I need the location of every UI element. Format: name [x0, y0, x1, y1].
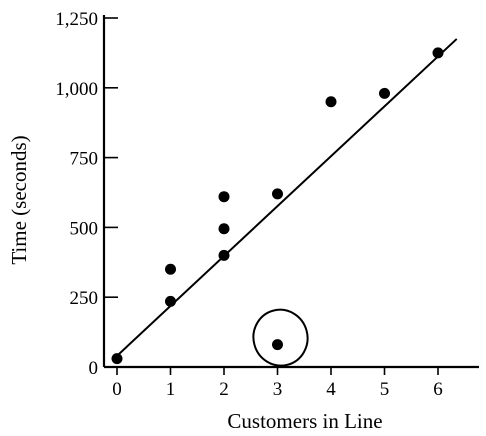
data-point	[218, 249, 230, 261]
data-point	[325, 96, 337, 108]
data-point	[272, 339, 283, 351]
trend-line-group	[116, 38, 458, 357]
y-tick-label-1000: 1,000	[55, 79, 98, 100]
axes	[102, 15, 479, 369]
data-point	[111, 353, 123, 365]
y-tick-label-250: 250	[70, 288, 99, 309]
trend-line	[116, 38, 458, 357]
x-axis-title: Customers in Line	[227, 409, 382, 433]
y-tick-label-500: 500	[70, 218, 99, 239]
data-point	[218, 191, 230, 203]
highlight-circle	[252, 308, 309, 367]
y-tick-label-0: 0	[89, 358, 99, 379]
x-tick-label-1: 1	[166, 379, 176, 400]
axis-ticks	[104, 17, 439, 375]
data-point	[432, 47, 444, 59]
data-point	[165, 295, 176, 307]
x-tick-label-4: 4	[326, 379, 336, 400]
data-point	[165, 263, 176, 275]
x-tick-label-5: 5	[380, 379, 390, 400]
data-points	[111, 47, 444, 365]
highlight-group	[252, 308, 309, 367]
x-tick-label-0: 0	[112, 379, 122, 400]
y-axis-title: Time (seconds)	[7, 135, 31, 264]
data-point	[272, 188, 283, 200]
x-tick-label-6: 6	[433, 379, 443, 400]
x-tick-label-3: 3	[273, 379, 283, 400]
y-tick-label-750: 750	[70, 149, 99, 170]
data-point	[379, 87, 390, 99]
data-point	[218, 223, 230, 235]
y-tick-label-1250: 1,250	[55, 9, 98, 30]
x-tick-label-2: 2	[219, 379, 229, 400]
